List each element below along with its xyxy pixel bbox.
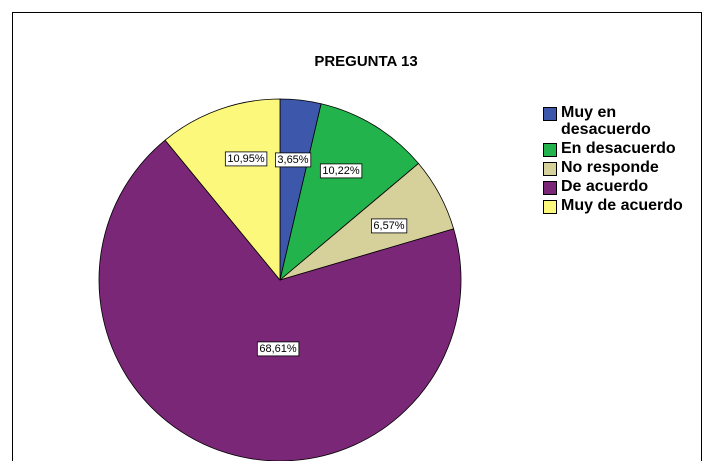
data-label: 68,61% — [256, 341, 300, 357]
frame — [12, 12, 702, 461]
label-text: 10,95% — [227, 153, 265, 165]
legend-swatch — [543, 143, 557, 157]
data-label: 6,57% — [370, 218, 408, 234]
pie-slice — [98, 139, 462, 461]
label-text: 68,61% — [259, 343, 297, 355]
legend-swatch — [543, 181, 557, 195]
label-box — [319, 163, 363, 179]
legend-label: En desacuerdo — [561, 140, 676, 157]
legend-label: No responde — [561, 159, 659, 176]
legend-label: De acuerdo — [561, 178, 649, 195]
label-text: 10,22% — [322, 165, 360, 177]
legend-swatch — [543, 107, 557, 121]
pie-slice — [164, 98, 281, 282]
label-box — [224, 151, 268, 167]
legend-swatch — [543, 162, 557, 176]
chart-title: PREGUNTA 13 — [314, 53, 417, 70]
legend-item: De acuerdo — [543, 178, 703, 195]
legend-item: Muy en desacuerdo — [543, 104, 703, 138]
legend-item: Muy de acuerdo — [543, 197, 703, 214]
legend: Muy en desacuerdo En desacuerdo No respond… — [543, 104, 703, 216]
data-label: 3,65% — [274, 152, 312, 168]
label-box — [370, 218, 408, 234]
pie-slice — [279, 103, 420, 282]
legend-label: Muy en desacuerdo — [561, 104, 651, 138]
legend-swatch — [543, 200, 557, 214]
data-label: 10,22% — [319, 163, 363, 179]
label-text: 3,65% — [277, 154, 308, 166]
legend-label: Muy de acuerdo — [561, 197, 683, 214]
label-box — [274, 152, 312, 168]
legend-item: No responde — [543, 159, 703, 176]
legend-item: En desacuerdo — [543, 140, 703, 157]
data-label: 10,95% — [224, 151, 268, 167]
label-text: 6,57% — [373, 220, 404, 232]
label-box — [256, 341, 300, 357]
